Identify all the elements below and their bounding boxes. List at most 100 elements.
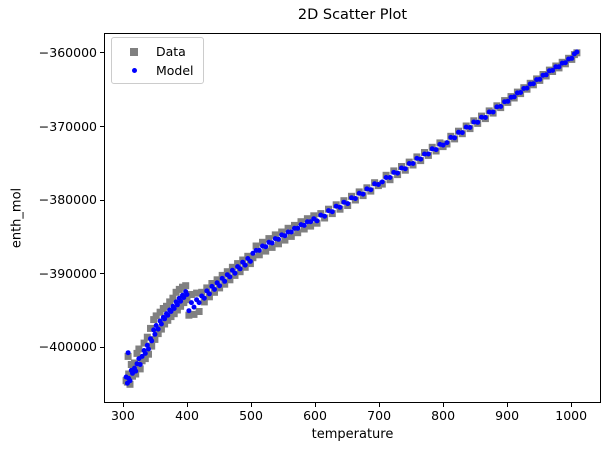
data-point-square xyxy=(268,243,276,251)
data-point-square xyxy=(145,350,152,358)
data-point-square xyxy=(133,349,141,357)
y-tick-mark xyxy=(100,346,104,348)
model-dot-marker-icon xyxy=(124,68,144,73)
data-square-marker-icon xyxy=(124,47,144,56)
model-point-dot xyxy=(410,161,416,166)
data-point-square xyxy=(143,333,151,341)
data-point-square xyxy=(147,324,154,332)
model-point-dot xyxy=(364,186,370,192)
legend-item-model: Model xyxy=(124,61,203,80)
data-point-square xyxy=(124,352,132,360)
model-point-dot xyxy=(452,135,458,141)
model-point-dot xyxy=(448,134,454,140)
model-point-dot xyxy=(188,300,194,306)
data-point-square xyxy=(193,289,201,297)
model-point-dot xyxy=(349,195,354,201)
model-point-dot xyxy=(433,147,439,153)
model-point-dot xyxy=(263,244,269,250)
data-point-square xyxy=(170,310,178,318)
x-tick-label: 400 xyxy=(175,408,199,423)
data-point-square xyxy=(271,231,279,239)
model-point-dot xyxy=(137,362,143,367)
model-point-dot xyxy=(181,295,187,300)
model-point-dot xyxy=(429,146,435,152)
model-point-dot xyxy=(486,109,492,115)
model-point-dot xyxy=(314,218,320,224)
model-point-dot xyxy=(333,203,339,209)
model-point-dot xyxy=(399,165,404,171)
data-point-square xyxy=(221,280,229,288)
model-point-dot xyxy=(550,67,556,73)
model-point-dot xyxy=(425,151,431,157)
data-point-square xyxy=(203,284,211,292)
model-point-dot xyxy=(562,60,568,66)
x-tick-mark xyxy=(443,403,445,407)
data-point-square xyxy=(157,325,165,333)
x-tick-mark xyxy=(379,403,381,407)
model-point-dot xyxy=(318,212,324,218)
model-point-dot xyxy=(151,327,157,333)
x-tick-mark xyxy=(251,403,252,407)
model-point-dot xyxy=(456,129,461,135)
model-point-dot xyxy=(511,94,517,100)
data-point-square xyxy=(262,247,270,255)
model-point-dot xyxy=(352,196,358,201)
data-point-square xyxy=(125,370,133,378)
x-tick-label: 800 xyxy=(431,408,456,423)
model-point-dot xyxy=(379,179,385,185)
data-point-square xyxy=(281,236,289,244)
x-tick-mark xyxy=(315,403,316,407)
model-point-dot xyxy=(212,286,217,292)
data-point-square xyxy=(205,293,213,301)
model-point-dot xyxy=(467,125,473,130)
model-point-dot xyxy=(149,338,155,344)
model-point-dot xyxy=(269,240,275,246)
data-point-square xyxy=(200,298,208,306)
y-tick-label: −370000 xyxy=(38,118,97,134)
model-point-dot xyxy=(479,114,484,120)
model-point-dot xyxy=(422,151,427,157)
model-point-dot xyxy=(395,170,401,176)
model-point-dot xyxy=(125,350,131,356)
model-point-dot xyxy=(171,306,177,311)
model-point-dot xyxy=(574,49,580,55)
model-point-dot xyxy=(537,76,543,82)
data-point-square xyxy=(223,268,231,276)
model-point-dot xyxy=(201,295,207,301)
model-point-dot xyxy=(227,274,233,280)
model-point-dot xyxy=(490,109,496,115)
data-point-square xyxy=(297,218,305,226)
model-point-dot xyxy=(322,213,328,219)
model-point-dot xyxy=(524,85,530,91)
model-point-dot xyxy=(356,190,362,196)
model-point-dot xyxy=(459,130,465,136)
model-point-dot xyxy=(505,98,511,104)
model-point-dot xyxy=(440,142,446,148)
legend-item-data: Data xyxy=(124,42,203,61)
model-point-dot xyxy=(375,182,381,187)
data-point-square xyxy=(154,330,162,338)
data-point-square xyxy=(198,288,206,296)
model-point-dot xyxy=(242,262,248,268)
data-point-square xyxy=(234,260,242,268)
model-point-dot xyxy=(569,55,575,61)
model-point-dot xyxy=(186,308,192,314)
model-point-dot xyxy=(184,292,190,297)
data-point-square xyxy=(284,224,292,232)
data-point-square xyxy=(182,282,190,290)
model-point-dot xyxy=(345,201,351,207)
data-point-square xyxy=(156,308,164,316)
x-tick-label: 900 xyxy=(495,408,520,423)
data-point-square xyxy=(151,335,159,343)
model-point-dot xyxy=(174,302,180,308)
model-point-dot xyxy=(139,353,145,359)
model-point-dot xyxy=(282,233,288,239)
model-point-dot xyxy=(247,258,253,264)
model-point-dot xyxy=(463,124,469,130)
data-point-square xyxy=(236,268,244,276)
data-point-square xyxy=(255,251,263,259)
y-tick-label: −400000 xyxy=(38,339,97,355)
x-tick-label: 300 xyxy=(110,408,135,423)
data-point-square xyxy=(300,225,308,233)
data-point-square xyxy=(294,229,302,237)
